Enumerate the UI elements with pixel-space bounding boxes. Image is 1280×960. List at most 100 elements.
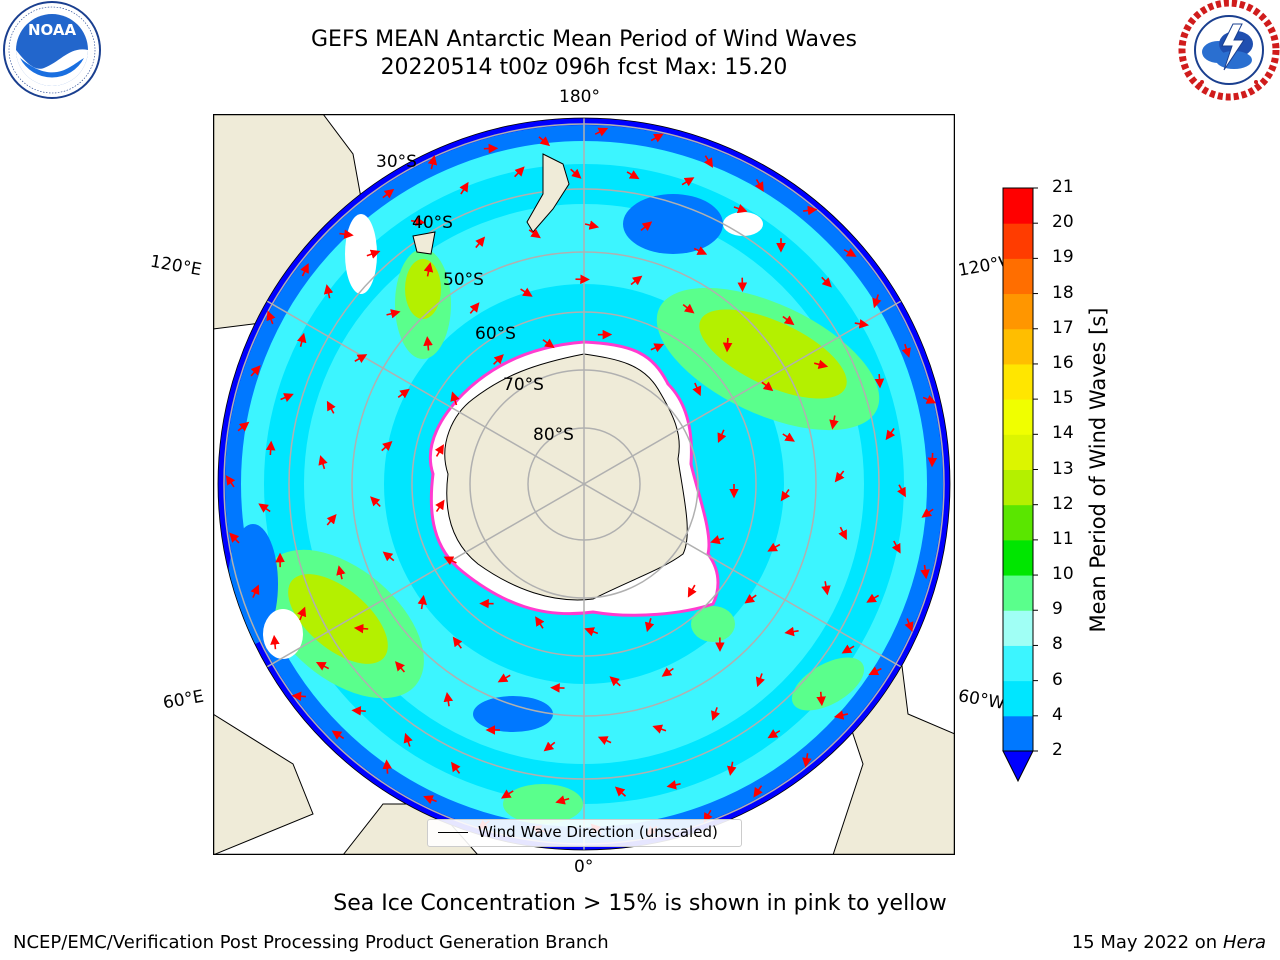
legend-line-swatch — [438, 832, 468, 833]
wave-direction-arrow — [417, 594, 428, 610]
wave-direction-arrow — [555, 795, 570, 805]
wave-direction-arrow — [816, 691, 826, 707]
map-legend: Wind Wave Direction (unscaled) — [427, 819, 742, 847]
wave-direction-arrow — [681, 177, 695, 187]
polar-map: 180° 0° 120°E 60°E 120°W 60°W 30°S 40°S … — [149, 87, 1017, 877]
map-frame — [213, 114, 955, 855]
wave-direction-arrow — [614, 786, 627, 797]
wave-direction-arrow — [493, 354, 504, 365]
wave-direction-arrow — [542, 338, 555, 349]
wave-direction-arrow — [782, 315, 795, 326]
wave-direction-arrow — [803, 205, 818, 216]
wave-direction-arrow — [644, 618, 655, 633]
wave-direction-arrow — [761, 381, 774, 392]
wave-direction-arrow — [497, 673, 511, 683]
wave-direction-arrow — [225, 475, 236, 488]
colorbar-bin — [1003, 645, 1033, 682]
colorbar-bin — [1003, 328, 1033, 365]
wave-direction-arrow — [528, 228, 541, 239]
graticule — [218, 118, 950, 850]
footer-date-text: 15 May 2022 on — [1071, 932, 1218, 953]
colorbar-bin — [1003, 504, 1033, 541]
wave-direction-arrow — [323, 284, 334, 299]
wave-direction-arrow — [354, 354, 368, 364]
wave-direction-arrow — [450, 391, 460, 406]
lat-label-80s: 80°S — [533, 425, 574, 445]
map-title: GEFS MEAN Antarctic Mean Period of Wind … — [311, 27, 857, 52]
lon-label-0: 0° — [574, 857, 594, 877]
wave-direction-arrow — [351, 706, 366, 716]
wave-direction-arrow — [500, 789, 514, 799]
lon-label-60w: 60°W — [956, 686, 1007, 714]
wave-direction-arrow — [717, 429, 727, 443]
colorbar-tick-label: 13 — [1052, 458, 1074, 479]
wave-direction-arrow — [597, 736, 612, 746]
wave-direction-arrow — [854, 319, 870, 329]
wave-direction-arrow — [885, 428, 896, 441]
wave-direction-arrow — [435, 499, 445, 513]
wave-direction-arrow — [710, 707, 721, 721]
colorbar-bin — [1003, 399, 1033, 435]
wave-direction-arrow — [868, 666, 882, 676]
wave-direction-arrow — [300, 263, 309, 277]
wave-direction-arrow — [570, 168, 582, 179]
wave-direction-arrow — [904, 618, 914, 632]
colorbar — [1002, 187, 1038, 783]
wave-direction-arrow — [767, 542, 781, 552]
wave-direction-arrow — [922, 395, 937, 404]
lat-label-30s: 30°S — [376, 152, 417, 172]
wave-direction-arrow — [901, 343, 911, 358]
wave-direction-arrow — [331, 730, 345, 740]
wave-direction-arrow — [326, 514, 337, 526]
wave-direction-arrow — [727, 761, 737, 776]
wave-direction-arrow — [266, 310, 276, 325]
wave-direction-arrow — [410, 216, 426, 227]
wave-direction-arrow — [650, 133, 664, 143]
wave-direction-arrow — [866, 593, 880, 603]
wave-direction-arrow — [535, 616, 545, 629]
wave-direction-arrow — [841, 644, 855, 654]
lon-label-180: 180° — [559, 87, 600, 107]
colorbar-tick-label: 12 — [1052, 493, 1074, 514]
wave-direction-arrow — [397, 388, 410, 399]
wave-direction-arrow — [920, 564, 930, 580]
wave-direction-arrow — [326, 400, 336, 414]
lon-label-60e: 60°E — [161, 686, 206, 714]
wave-direction-arrow — [650, 343, 665, 353]
colorbar-tick-label: 14 — [1052, 423, 1074, 444]
wave-direction-arrow — [450, 761, 461, 774]
wave-direction-arrow — [584, 627, 599, 637]
wave-direction-arrow — [229, 532, 240, 544]
colorbar-bin — [1003, 469, 1033, 506]
wave-direction-arrow — [538, 136, 551, 147]
wave-direction-arrow — [382, 759, 392, 774]
colorbar-bin — [1003, 258, 1033, 295]
wave-direction-arrow — [386, 309, 401, 319]
wave-direction-arrow — [459, 181, 469, 195]
wave-direction-arrow — [687, 584, 697, 598]
wave-direction-arrow — [891, 540, 901, 554]
lat-label-40s: 40°S — [412, 213, 453, 233]
wave-direction-arrow — [250, 584, 260, 598]
colorbar-tick-label: 4 — [1052, 704, 1063, 725]
colorbar-tick-label: 17 — [1052, 317, 1074, 338]
colorbar-tick-label: 15 — [1052, 388, 1074, 409]
wave-direction-arrow — [443, 691, 454, 707]
wave-direction-arrow — [693, 246, 708, 255]
wave-direction-arrow — [258, 503, 271, 513]
footer-date: 15 May 2022 on Hera — [1072, 932, 1266, 953]
wave-direction-arrow — [814, 359, 829, 370]
colorbar-tick-label: 6 — [1052, 669, 1063, 690]
wave-direction-arrow — [609, 676, 621, 687]
lon-label-120e: 120°E — [148, 251, 204, 281]
colorbar-bin — [1003, 434, 1033, 470]
colorbar-label: Mean Period of Wind Waves [s] — [1086, 307, 1110, 633]
wave-direction-arrow — [443, 556, 457, 566]
wave-direction-arrow — [370, 496, 381, 508]
wave-direction-arrow — [829, 415, 839, 430]
sea-ice-caption: Sea Ice Concentration > 15% is shown in … — [333, 891, 947, 916]
lat-label-70s: 70°S — [503, 375, 544, 395]
colorbar-tick-label: 18 — [1052, 282, 1074, 303]
wave-direction-arrow — [784, 626, 799, 637]
wave-direction-arrow — [767, 729, 781, 739]
